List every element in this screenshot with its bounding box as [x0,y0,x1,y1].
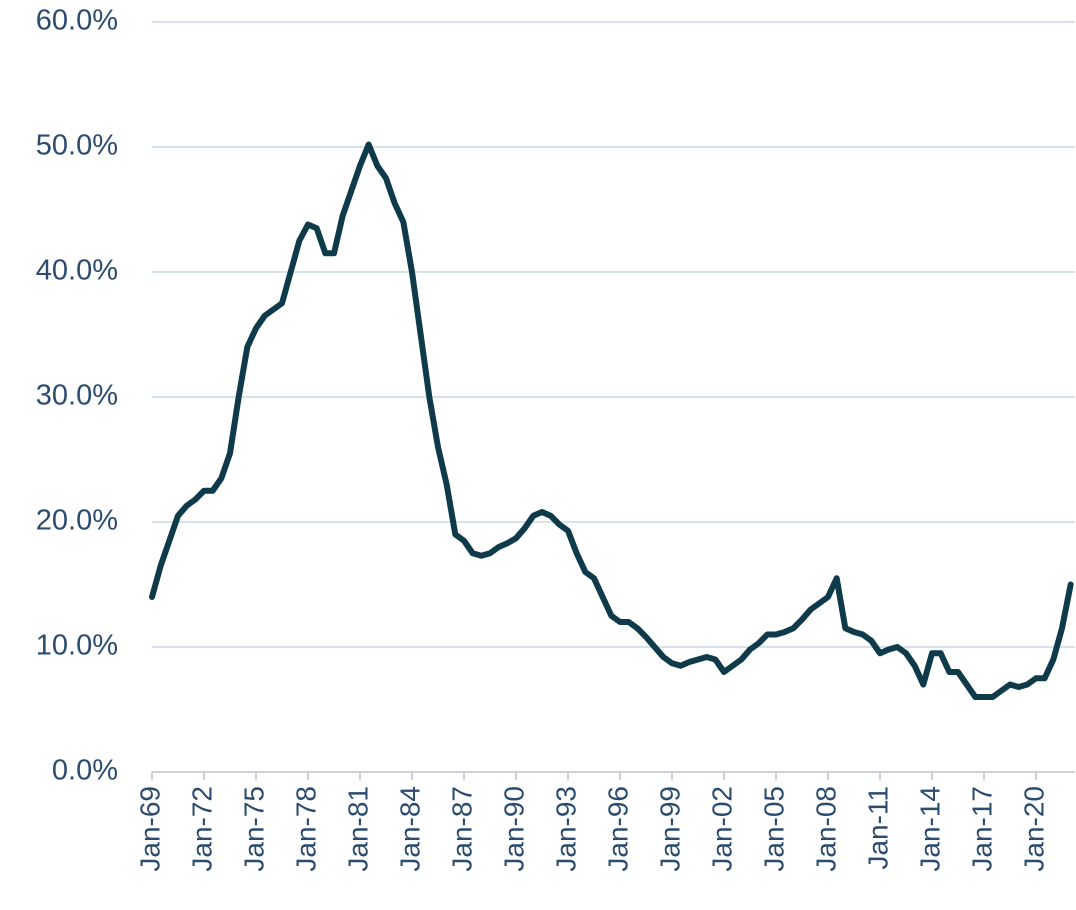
x-tick-label: Jan-08 [810,786,841,872]
x-tick-label: Jan-20 [1018,786,1049,872]
x-tick-label: Jan-90 [498,786,529,872]
x-tick-label: Jan-84 [394,786,425,872]
x-tick-label: Jan-11 [862,786,893,870]
x-tick-label: Jan-17 [966,786,997,872]
x-tick-label: Jan-96 [602,786,633,872]
y-tick-label: 30.0% [36,380,118,412]
y-tick-label: 50.0% [36,130,118,162]
data-line [149,141,1074,700]
x-tick-label: Jan-69 [134,786,165,872]
x-tick-label: Jan-72 [186,786,217,872]
x-tick-label: Jan-05 [758,786,789,872]
y-tick-label: 10.0% [36,630,118,662]
x-tick-label: Jan-78 [290,786,321,872]
x-tick-label: Jan-93 [550,786,581,872]
y-tick-label: 20.0% [36,505,118,537]
y-tick-label: 0.0% [52,755,118,787]
y-tick-label: 60.0% [36,5,118,37]
x-tick-label: Jan-75 [238,786,269,872]
x-tick-label: Jan-81 [342,786,373,872]
x-tick-label: Jan-87 [446,786,477,872]
x-tick-label: Jan-02 [706,786,737,872]
y-tick-label: 40.0% [36,255,118,287]
x-tick-label: Jan-99 [654,786,685,872]
x-tick-label: Jan-14 [914,786,945,872]
